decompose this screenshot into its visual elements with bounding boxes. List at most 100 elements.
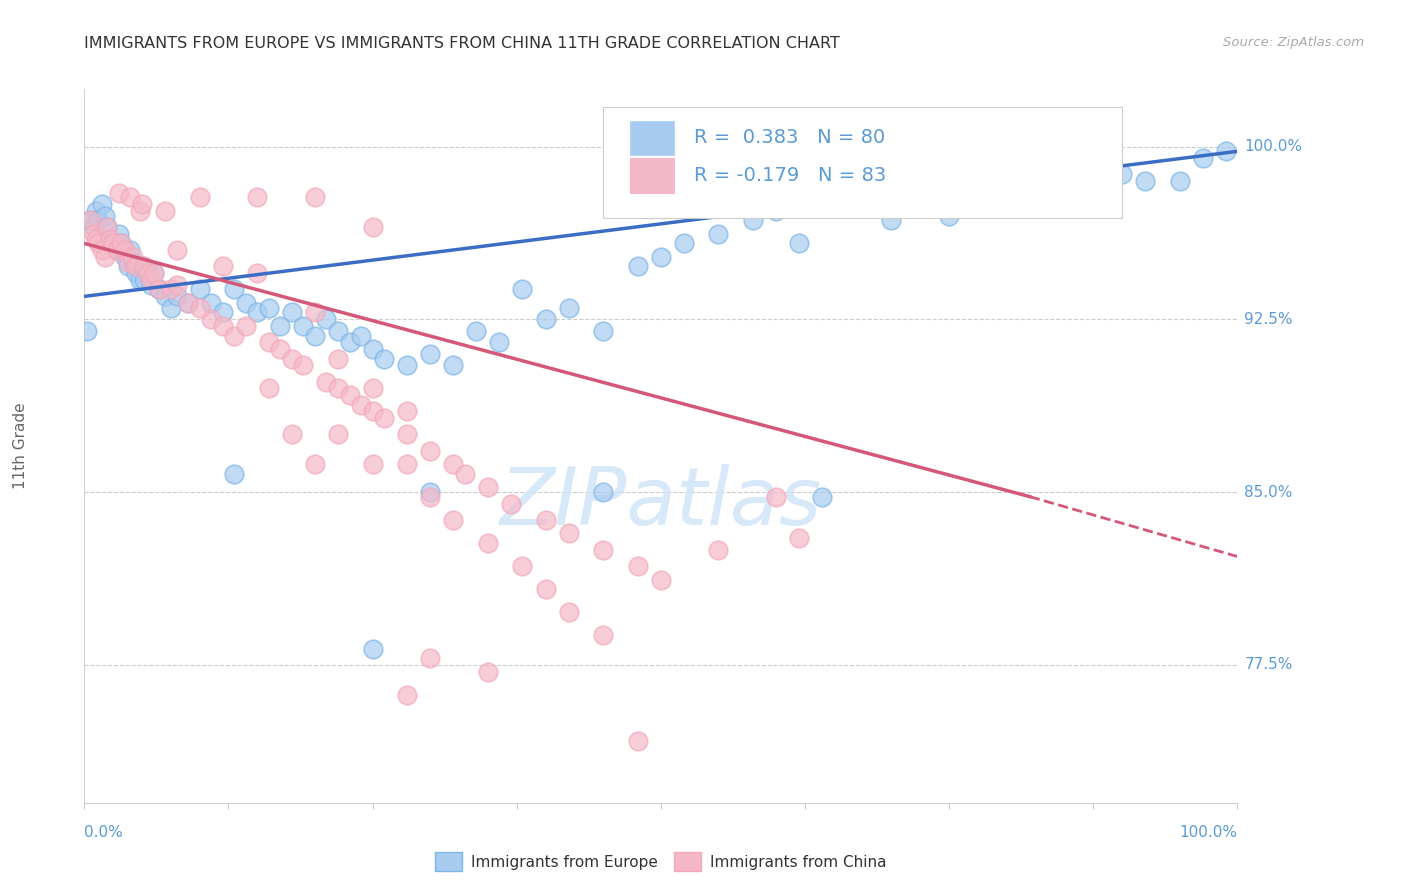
Point — [105, 244, 128, 258]
Point — [224, 328, 246, 343]
Point — [148, 283, 170, 297]
Point — [177, 296, 200, 310]
Point — [627, 260, 650, 274]
Point — [159, 283, 183, 297]
Point — [153, 289, 176, 303]
Text: 100.0%: 100.0% — [1180, 825, 1237, 840]
Text: R =  0.383   N = 80: R = 0.383 N = 80 — [695, 128, 886, 147]
Point — [114, 250, 136, 264]
Point — [592, 485, 614, 500]
Point — [134, 273, 156, 287]
Point — [938, 209, 960, 223]
Point — [441, 513, 464, 527]
Point — [87, 236, 110, 251]
Point — [1088, 181, 1111, 195]
Point — [257, 301, 280, 315]
Point — [131, 197, 153, 211]
FancyBboxPatch shape — [603, 107, 1122, 218]
Point — [650, 573, 672, 587]
Point — [94, 250, 117, 264]
Point — [159, 301, 183, 315]
Point — [823, 190, 845, 204]
Point — [224, 283, 246, 297]
Point — [103, 236, 124, 251]
Point — [246, 266, 269, 280]
Point — [257, 335, 280, 350]
Point — [396, 359, 419, 373]
Text: 11th Grade: 11th Grade — [14, 402, 28, 490]
Point — [396, 688, 419, 702]
Point — [326, 324, 349, 338]
Point — [235, 296, 257, 310]
Point — [339, 335, 361, 350]
Point — [765, 204, 787, 219]
Point — [672, 236, 695, 251]
Point — [765, 490, 787, 504]
Point — [477, 665, 499, 679]
Point — [973, 197, 995, 211]
Point — [281, 351, 304, 366]
Point — [1191, 151, 1213, 165]
Point — [903, 190, 925, 204]
Text: 85.0%: 85.0% — [1244, 484, 1292, 500]
Point — [592, 324, 614, 338]
Point — [326, 351, 349, 366]
Point — [166, 277, 188, 292]
Point — [108, 186, 131, 200]
Point — [79, 213, 101, 227]
Point — [396, 427, 419, 442]
Point — [108, 227, 131, 242]
Point — [419, 485, 441, 500]
Point — [131, 260, 153, 274]
Point — [224, 467, 246, 481]
Point — [110, 236, 132, 251]
Point — [441, 458, 464, 472]
Point — [339, 388, 361, 402]
Point — [419, 650, 441, 665]
Point — [1168, 174, 1191, 188]
Point — [117, 255, 139, 269]
Text: 0.0%: 0.0% — [84, 825, 124, 840]
Point — [350, 398, 373, 412]
Point — [419, 347, 441, 361]
Point — [103, 236, 124, 251]
Point — [96, 220, 118, 235]
Point — [211, 305, 233, 319]
Point — [110, 236, 132, 251]
Point — [136, 266, 159, 280]
Point — [188, 283, 211, 297]
Point — [512, 283, 534, 297]
Point — [166, 244, 188, 258]
Point — [269, 319, 291, 334]
Point — [361, 220, 384, 235]
Point — [419, 443, 441, 458]
Point — [454, 467, 477, 481]
Point — [188, 301, 211, 315]
Point — [1215, 145, 1237, 159]
Text: Source: ZipAtlas.com: Source: ZipAtlas.com — [1223, 36, 1364, 49]
Point — [361, 381, 384, 395]
Point — [200, 312, 222, 326]
Point — [557, 605, 579, 619]
Point — [787, 531, 810, 545]
Point — [787, 236, 810, 251]
Point — [121, 250, 143, 264]
Point — [477, 480, 499, 494]
Point — [128, 204, 150, 219]
Point — [534, 513, 557, 527]
Point — [292, 359, 315, 373]
Point — [499, 497, 522, 511]
Point — [76, 324, 98, 338]
Point — [246, 190, 269, 204]
Point — [304, 458, 326, 472]
Point — [1053, 174, 1076, 188]
Point — [211, 319, 233, 334]
Point — [142, 266, 165, 280]
Point — [315, 375, 337, 389]
Point — [326, 381, 349, 395]
Point — [281, 305, 304, 319]
Point — [707, 227, 730, 242]
Point — [304, 305, 326, 319]
Point — [361, 343, 384, 357]
Point — [627, 558, 650, 573]
